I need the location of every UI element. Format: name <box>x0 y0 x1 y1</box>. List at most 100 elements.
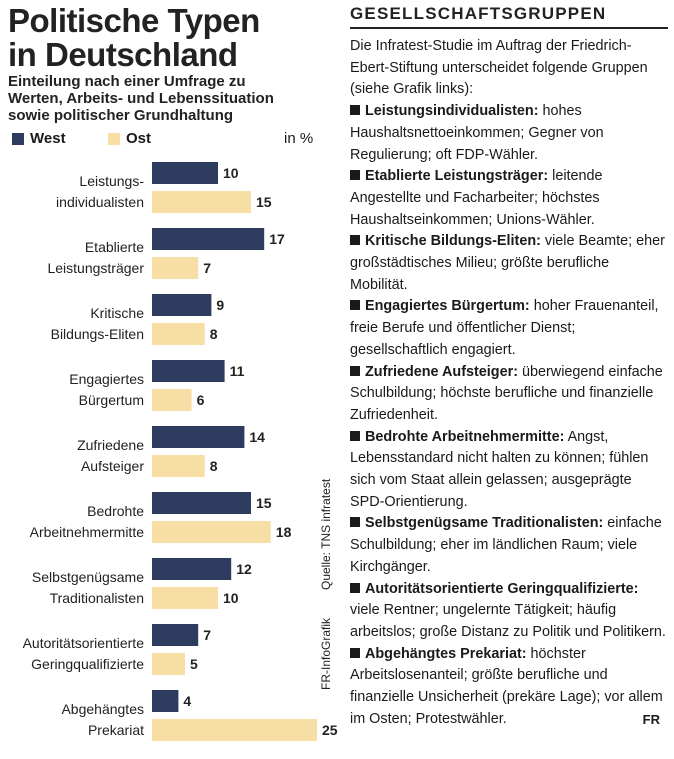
bar-west <box>152 228 265 250</box>
category-label: Kritische <box>90 305 144 321</box>
group-text: Angst, Lebensstandard nicht halten zu kö… <box>350 428 649 510</box>
value-label: 17 <box>269 231 285 247</box>
square-bullet-icon <box>350 647 360 658</box>
category-label: individualisten <box>56 194 144 210</box>
category-label: Autoritätsorientierte <box>23 635 145 651</box>
bar-ost <box>152 455 205 477</box>
value-label: 9 <box>216 297 224 313</box>
signature: FR <box>642 711 660 727</box>
chart-panel: Politische Typen in Deutschland Einteilu… <box>8 4 338 741</box>
square-bullet-icon <box>350 300 360 311</box>
category-label: Bedrohte <box>87 503 144 519</box>
chart-subtitle: Einteilung nach einer Umfrage zu Werten,… <box>8 73 274 124</box>
category-label: Engagiertes <box>69 371 144 387</box>
bar-west <box>152 294 212 316</box>
group-text: überwiegend einfache Schulbildung; höchs… <box>350 363 663 423</box>
bar-ost <box>152 587 218 609</box>
group-text: höchster Arbeitslosenanteil; größte beru… <box>350 645 663 727</box>
value-label: 10 <box>223 165 239 181</box>
bar-ost <box>152 521 271 543</box>
group-item: Abgehängtes Prekariat: höchster Arbeitsl… <box>350 644 668 731</box>
bar-ost <box>152 389 192 411</box>
group-text: leitende Angestellte und Facharbeiter; h… <box>350 168 603 228</box>
square-bullet-icon <box>350 582 360 593</box>
group-text: hoher Frauenanteil, freie Berufe und öff… <box>350 298 659 358</box>
bar-west <box>152 624 199 646</box>
legend: West Ost <box>8 130 338 150</box>
bar-west <box>152 690 179 712</box>
bar-west <box>152 360 225 382</box>
category-label: Etablierte <box>85 239 144 255</box>
legend-swatch-ost <box>108 133 120 145</box>
value-label: 14 <box>249 429 265 445</box>
bar-west <box>152 162 218 184</box>
value-label: 11 <box>230 363 245 379</box>
group-name: Selbstgenügsame Traditionalisten: <box>365 515 604 532</box>
category-label: Prekariat <box>88 722 144 738</box>
square-bullet-icon <box>350 235 360 246</box>
category-label: Traditionalisten <box>50 590 144 606</box>
group-item: Engagiertes Bürgertum: hoher Frauenantei… <box>350 296 668 361</box>
group-text: hohes Haushaltsnettoeinkommen; Gegner vo… <box>350 103 604 163</box>
group-item: Selbstgenügsame Traditionalisten: einfac… <box>350 513 668 578</box>
bar-ost <box>152 719 317 741</box>
group-item: Etablierte Leistungsträger: leitende Ang… <box>350 166 668 231</box>
value-label: 8 <box>210 326 218 342</box>
value-label: 6 <box>197 392 205 408</box>
intro-text: Die Infratest-Studie im Auftrag der Frie… <box>350 38 648 98</box>
bar-west <box>152 426 245 448</box>
square-bullet-icon <box>350 105 360 116</box>
group-text: viele Rentner; ungelernte Tätigkeit; häu… <box>350 602 666 640</box>
value-label: 5 <box>190 656 198 672</box>
group-name: Zufriedene Aufsteiger: <box>365 363 518 380</box>
bar-ost <box>152 653 185 675</box>
legend-label-ost: Ost <box>126 130 152 147</box>
group-name: Abgehängtes Prekariat: <box>365 645 527 662</box>
group-item: Kritische Bildungs-Eliten: viele Beamte;… <box>350 231 668 296</box>
square-bullet-icon <box>350 170 360 181</box>
unit-label: in % <box>284 130 314 147</box>
group-item: Autoritätsorientierte Geringqualifiziert… <box>350 579 668 644</box>
text-panel: GESELLSCHAFTSGRUPPEN Die Infratest-Studi… <box>350 0 670 759</box>
bar-ost <box>152 323 205 345</box>
group-item: Bedrohte Arbeitnehmermitte: Angst, Leben… <box>350 427 668 514</box>
category-label: Zufriedene <box>77 437 144 453</box>
legend-label-west: West <box>30 130 66 147</box>
group-descriptions: Die Infratest-Studie im Auftrag der Frie… <box>350 36 668 731</box>
group-name: Autoritätsorientierte Geringqualifiziert… <box>365 580 639 597</box>
value-label: 25 <box>322 722 338 738</box>
group-item: Leistungsindividualisten: hohes Haushalt… <box>350 101 668 166</box>
group-text: einfache Schulbildung; eher im ländliche… <box>350 515 662 575</box>
value-label: 7 <box>203 627 211 643</box>
value-label: 12 <box>236 561 252 577</box>
category-label: Abgehängtes <box>61 701 144 717</box>
category-label: Geringqualifizierte <box>31 656 144 672</box>
square-bullet-icon <box>350 365 360 376</box>
source-label: Quelle: TNS infratest <box>319 478 333 590</box>
category-label: Bildungs-Eliten <box>51 326 144 342</box>
bar-ost <box>152 257 199 279</box>
group-text: viele Beamte; eher großstädtisches Milie… <box>350 233 665 293</box>
group-name: Leistungsindividualisten: <box>365 103 539 120</box>
group-item: Zufriedene Aufsteiger: überwiegend einfa… <box>350 362 668 427</box>
category-label: Arbeitnehmermitte <box>30 524 145 540</box>
value-label: 10 <box>223 590 239 606</box>
credit-label: FR-InfoGrafik <box>319 617 333 690</box>
category-label: Bürgertum <box>79 392 144 408</box>
value-label: 15 <box>256 495 272 511</box>
category-label: Leistungs- <box>79 173 144 189</box>
group-name: Etablierte Leistungsträger: <box>365 168 549 185</box>
legend-swatch-west <box>12 133 24 145</box>
value-label: 18 <box>276 524 292 540</box>
bar-west <box>152 492 251 514</box>
value-label: 4 <box>183 693 191 709</box>
category-label: Leistungsträger <box>47 260 144 276</box>
value-label: 8 <box>210 458 218 474</box>
bar-chart: Leistungs-individualisten 10 15 Etablierte L… <box>23 162 338 741</box>
bar-west <box>152 558 232 580</box>
section-heading: GESELLSCHAFTSGRUPPEN <box>350 4 668 29</box>
category-label: Selbstgenügsame <box>32 569 144 585</box>
group-name: Engagiertes Bürgertum: <box>365 298 530 315</box>
group-name: Bedrohte Arbeitnehmermitte: <box>365 428 565 445</box>
value-label: 7 <box>203 260 211 276</box>
